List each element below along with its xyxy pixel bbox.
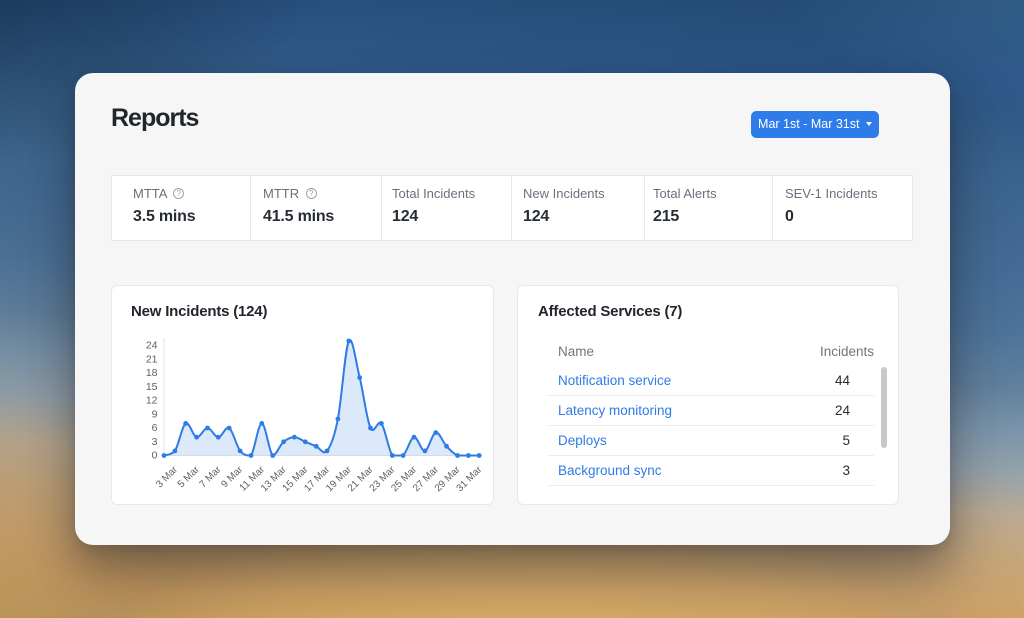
svg-text:7 Mar: 7 Mar <box>198 464 224 490</box>
svg-text:31 Mar: 31 Mar <box>455 464 485 494</box>
svg-text:9: 9 <box>152 408 158 420</box>
svg-text:3: 3 <box>152 436 158 448</box>
svg-text:5 Mar: 5 Mar <box>176 464 202 490</box>
svg-text:21: 21 <box>146 353 158 365</box>
svg-text:6: 6 <box>152 422 158 434</box>
svg-text:15: 15 <box>146 381 158 393</box>
svg-text:12: 12 <box>146 395 158 407</box>
svg-text:3 Mar: 3 Mar <box>154 464 180 490</box>
svg-text:18: 18 <box>146 367 158 379</box>
svg-text:0: 0 <box>152 450 158 462</box>
svg-text:24: 24 <box>146 340 158 352</box>
